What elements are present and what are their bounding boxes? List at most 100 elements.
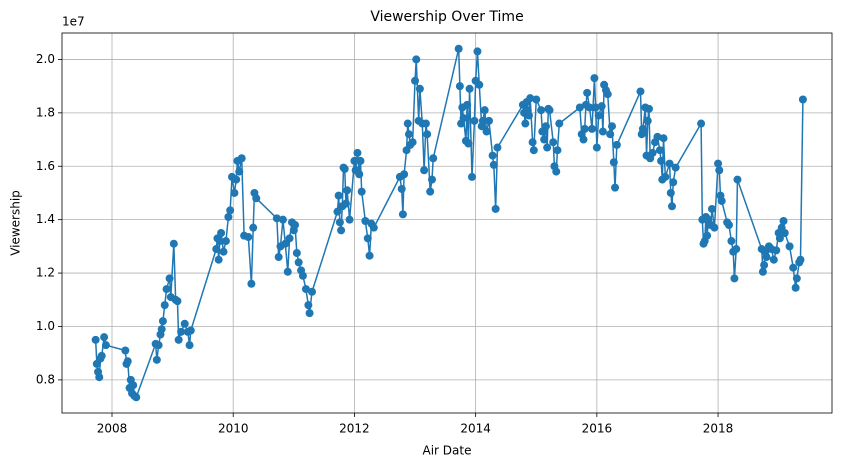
marker [420,166,429,175]
x-tick-label: 2016 [582,422,613,436]
marker [345,215,354,224]
y-tick-label: 0.8 [36,372,55,386]
marker [591,103,600,112]
marker [278,215,287,224]
marker [588,124,596,133]
marker [97,351,106,360]
marker [305,309,314,318]
marker [597,102,606,111]
marker [464,139,473,148]
marker [792,274,801,283]
marker [165,274,174,283]
marker [611,183,620,192]
marker [644,104,653,113]
marker [177,327,186,336]
y-tick-label: 1.4 [36,212,55,226]
marker [157,325,166,334]
marker [226,206,235,215]
marker [361,216,370,225]
marker [301,285,310,294]
marker [298,271,307,280]
marker [91,335,100,344]
marker [598,127,607,136]
marker [575,103,584,112]
marker [304,301,313,310]
marker [423,130,432,139]
marker [224,212,233,221]
marker [780,229,789,238]
line [94,48,804,399]
marker [408,138,417,147]
marker [468,172,476,181]
marker [493,143,502,152]
marker [169,239,178,248]
marker [609,158,618,167]
marker [421,119,430,128]
y-tick-label: 2.0 [36,52,55,66]
marker [727,237,736,246]
marker [594,111,603,120]
marker [537,106,546,115]
marker [247,279,256,288]
marker [249,223,258,232]
marker [484,116,493,125]
marker [397,184,406,193]
marker [553,146,562,155]
marker [585,103,594,112]
marker [648,148,657,157]
marker [333,207,342,216]
marker [473,47,482,56]
x-axis-label: Air Date [423,444,472,458]
x-tick-label: 2008 [97,422,128,436]
marker [121,346,130,355]
marker [669,178,678,187]
marker [411,76,420,85]
marker [603,90,612,99]
marker [657,156,666,165]
marker [478,116,487,125]
marker [285,234,294,243]
marker [230,188,239,197]
y-tick-label: 1.8 [36,105,55,119]
marker [730,274,739,283]
marker [219,247,228,256]
marker [353,148,362,157]
marker [272,214,281,223]
marker [668,202,676,211]
marker [162,285,171,294]
marker [455,82,464,91]
marker [415,84,424,93]
marker [350,156,359,165]
marker [152,355,161,364]
marker [340,164,349,173]
marker [775,234,784,243]
marker [528,138,537,147]
marker [579,135,588,144]
marker [232,175,241,184]
marker [798,95,807,104]
marker [549,138,558,147]
marker [294,258,303,267]
marker [715,166,724,175]
grid [62,33,832,413]
marker [659,134,668,143]
marker [482,127,491,136]
marker [606,130,615,139]
marker [160,301,169,310]
marker [760,261,769,270]
marker [426,187,435,196]
marker [334,191,343,200]
marker [543,143,552,152]
marker [529,146,538,155]
marker [217,229,226,238]
marker [643,116,652,125]
marker [470,116,479,125]
x-tick-label: 2018 [703,422,734,436]
marker [762,253,771,262]
marker [428,175,436,184]
marker [608,122,616,131]
marker [665,159,674,168]
marker [697,119,706,128]
marker [365,251,374,260]
